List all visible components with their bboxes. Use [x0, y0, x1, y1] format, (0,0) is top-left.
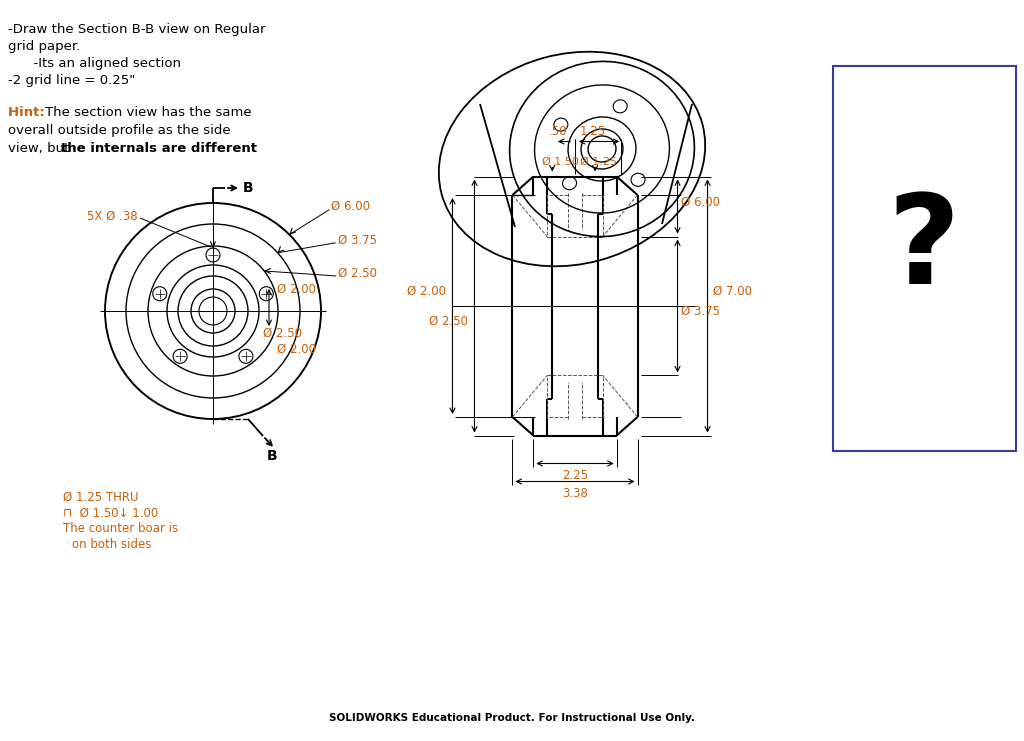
- Text: Ø 1.25: Ø 1.25: [580, 156, 617, 167]
- Text: -2 grid line = 0.25": -2 grid line = 0.25": [8, 74, 135, 87]
- Text: Ø 1.25 THRU: Ø 1.25 THRU: [63, 491, 138, 503]
- Bar: [833, 66, 1016, 451]
- Text: .50: .50: [549, 125, 567, 138]
- Text: Hint:: Hint:: [8, 106, 49, 119]
- Text: 3.38: 3.38: [562, 487, 588, 500]
- Text: view, but: view, but: [8, 142, 74, 155]
- Text: Ø 6.00: Ø 6.00: [681, 196, 720, 208]
- Text: Ø 2.50: Ø 2.50: [429, 314, 468, 328]
- Text: Ø 3.75: Ø 3.75: [338, 233, 377, 246]
- Text: 1.25: 1.25: [580, 125, 606, 138]
- Text: ⊓  Ø 1.50↓ 1.00: ⊓ Ø 1.50↓ 1.00: [63, 507, 159, 519]
- Text: Ø 7.00: Ø 7.00: [713, 285, 752, 297]
- Text: Ø 2.00: Ø 2.00: [408, 285, 446, 297]
- Text: Ø 1.50: Ø 1.50: [543, 156, 580, 167]
- Text: Ø 6.00: Ø 6.00: [332, 200, 371, 213]
- Text: Ø 2.50: Ø 2.50: [338, 267, 377, 279]
- Text: SOLIDWORKS Educational Product. For Instructional Use Only.: SOLIDWORKS Educational Product. For Inst…: [329, 713, 695, 723]
- Text: B: B: [243, 181, 254, 195]
- Text: B: B: [267, 449, 278, 463]
- Text: -Its an aligned section: -Its an aligned section: [8, 57, 181, 70]
- Text: Ø 3.75: Ø 3.75: [681, 305, 720, 317]
- Text: 5X Ø .38: 5X Ø .38: [87, 210, 137, 222]
- Text: Ø 2.50: Ø 2.50: [263, 327, 302, 339]
- Text: -Draw the Section B-B view on Regular: -Draw the Section B-B view on Regular: [8, 23, 265, 36]
- Text: ?: ?: [888, 188, 961, 310]
- Text: the internals are different: the internals are different: [61, 142, 257, 155]
- Text: grid paper.: grid paper.: [8, 40, 80, 53]
- Text: 2.25: 2.25: [562, 469, 588, 482]
- Text: The section view has the same: The section view has the same: [45, 106, 252, 119]
- Text: Ø 2.00: Ø 2.00: [278, 282, 316, 296]
- Text: Ø 2.00: Ø 2.00: [278, 342, 316, 356]
- Text: on both sides: on both sides: [72, 539, 152, 551]
- Text: overall outside profile as the side: overall outside profile as the side: [8, 124, 230, 137]
- Text: The counter boar is: The counter boar is: [63, 522, 178, 536]
